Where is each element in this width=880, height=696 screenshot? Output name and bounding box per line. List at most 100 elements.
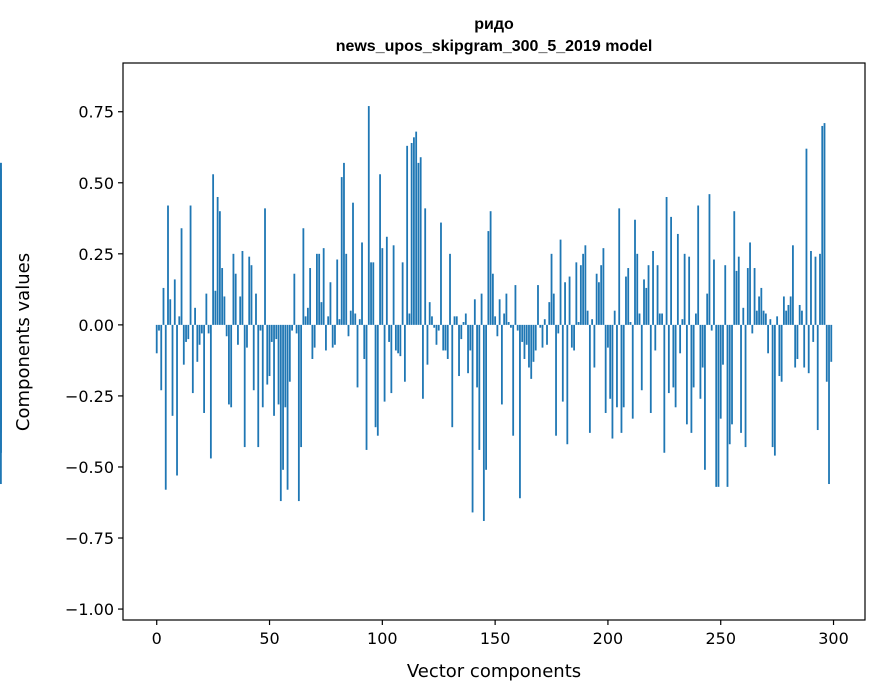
bar xyxy=(469,324,472,351)
bar xyxy=(218,211,221,325)
bar xyxy=(688,256,691,325)
bar xyxy=(550,253,553,325)
bar xyxy=(444,324,447,351)
bar xyxy=(676,233,679,325)
bar xyxy=(564,282,566,325)
bar xyxy=(672,324,675,388)
bar xyxy=(622,324,625,408)
bar xyxy=(801,310,803,325)
bar xyxy=(638,313,641,325)
bar xyxy=(647,265,650,325)
bar xyxy=(273,324,275,416)
bar xyxy=(415,131,418,325)
bar xyxy=(257,324,260,448)
y-tick-label: −0.75 xyxy=(65,529,114,548)
bar xyxy=(410,143,413,325)
bar xyxy=(347,324,350,337)
bar xyxy=(451,324,454,428)
bar xyxy=(275,324,278,340)
bar xyxy=(654,324,657,351)
bar xyxy=(541,324,544,348)
bar xyxy=(555,324,557,436)
bar xyxy=(401,262,404,325)
bar xyxy=(568,276,571,325)
bar xyxy=(169,299,172,325)
bar xyxy=(715,324,718,487)
chart-title-line-1: ридо xyxy=(474,16,514,33)
bar xyxy=(579,265,582,325)
bar xyxy=(816,324,819,431)
x-tick-label: 50 xyxy=(259,629,279,648)
bar xyxy=(489,211,492,325)
chart-title-line-2: news_upos_skipgram_300_5_2019 model xyxy=(336,38,653,55)
bar xyxy=(762,310,765,325)
bar xyxy=(805,148,808,325)
bar xyxy=(207,324,210,334)
bar xyxy=(336,259,339,325)
bar xyxy=(241,250,244,325)
bar xyxy=(740,324,742,433)
bar xyxy=(295,324,298,334)
x-tick-label: 150 xyxy=(480,629,511,648)
bar xyxy=(539,324,542,328)
bar xyxy=(602,248,605,325)
bar xyxy=(661,313,663,325)
bar xyxy=(343,162,345,325)
bar xyxy=(453,316,456,325)
bar xyxy=(455,316,458,325)
bar xyxy=(433,324,436,328)
bar xyxy=(559,239,562,325)
bar xyxy=(645,287,648,325)
y-tick-label: 0.50 xyxy=(78,174,114,193)
bar xyxy=(266,324,269,385)
bar xyxy=(530,324,533,379)
bar xyxy=(810,250,812,325)
bar xyxy=(403,324,406,382)
bar xyxy=(212,174,215,325)
bar xyxy=(697,205,700,325)
bar xyxy=(340,177,343,325)
bar xyxy=(185,324,187,342)
bar xyxy=(261,324,264,408)
bar xyxy=(392,245,395,325)
bar xyxy=(794,324,797,368)
bar xyxy=(379,174,381,325)
bar xyxy=(532,324,535,362)
bar xyxy=(327,316,330,325)
bar xyxy=(349,310,352,325)
bar xyxy=(778,324,781,377)
bar xyxy=(494,316,497,325)
bar xyxy=(704,324,706,470)
bar xyxy=(719,324,722,419)
bar xyxy=(742,307,745,325)
bar xyxy=(593,324,596,368)
bar xyxy=(216,196,219,325)
bar-series xyxy=(0,106,833,521)
bar xyxy=(203,324,205,413)
bar xyxy=(0,324,2,453)
bar xyxy=(773,324,776,456)
bar xyxy=(582,253,585,325)
bar xyxy=(625,276,627,325)
x-tick-label: 200 xyxy=(593,629,624,648)
bar xyxy=(239,296,242,325)
bar xyxy=(230,324,233,408)
bar xyxy=(422,324,424,399)
bar xyxy=(665,196,668,325)
bar xyxy=(584,245,587,325)
bar xyxy=(679,324,682,354)
bar xyxy=(471,324,474,513)
bar xyxy=(297,324,300,502)
bar xyxy=(383,324,386,402)
bar xyxy=(782,296,785,325)
bar xyxy=(155,324,158,354)
bar xyxy=(667,324,670,394)
bar xyxy=(306,307,309,325)
bar xyxy=(288,324,291,382)
bar xyxy=(449,253,451,325)
bar xyxy=(209,324,212,459)
bar xyxy=(787,304,790,325)
bar xyxy=(690,324,693,433)
bar xyxy=(640,324,643,391)
